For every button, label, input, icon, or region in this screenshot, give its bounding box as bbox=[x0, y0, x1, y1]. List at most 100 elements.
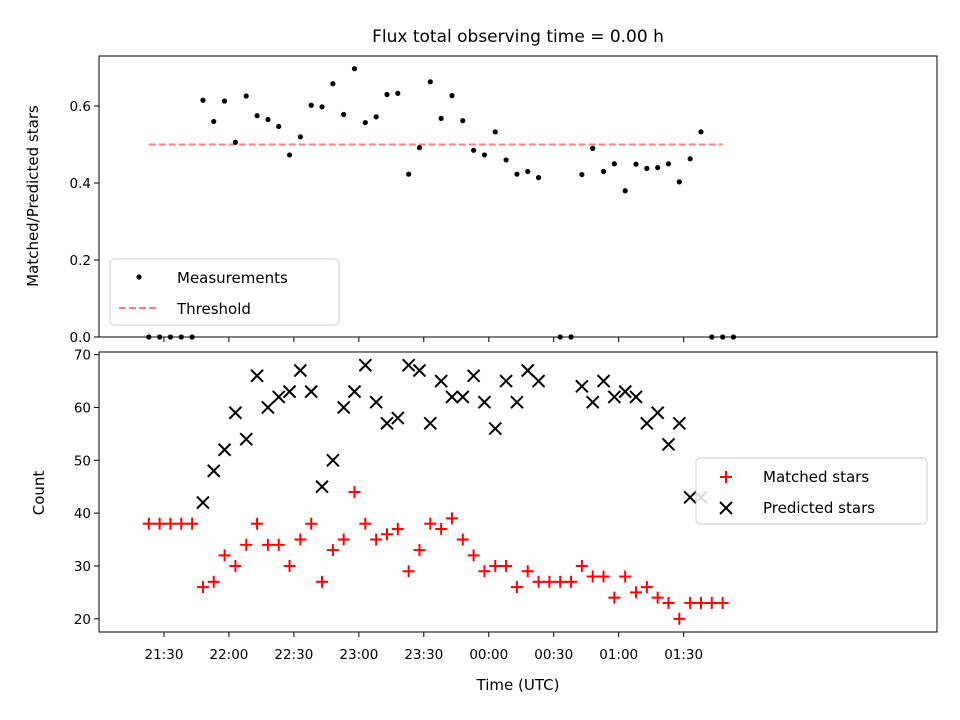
measurement-point bbox=[351, 66, 358, 72]
predicted-star-point bbox=[380, 416, 394, 431]
matched-star-point bbox=[575, 559, 588, 572]
measurement-point bbox=[319, 104, 325, 110]
matched-star-point bbox=[510, 581, 523, 594]
matched-star-point bbox=[142, 517, 155, 530]
x-tick-label: 23:00 bbox=[339, 647, 378, 663]
predicted-star-point bbox=[434, 374, 448, 388]
matched-star-point bbox=[619, 570, 632, 583]
legend-top: Measurements Threshold bbox=[109, 258, 340, 326]
measurement-point bbox=[243, 93, 249, 99]
predicted-star-point bbox=[607, 390, 622, 404]
top-frame bbox=[98, 55, 938, 338]
measurement-point bbox=[676, 179, 682, 185]
matched-star-point bbox=[218, 549, 231, 562]
predicted-star-point bbox=[531, 374, 546, 388]
matched-star-point bbox=[478, 565, 491, 578]
legend-matched-label: Matched stars bbox=[763, 468, 869, 486]
matched-star-point bbox=[694, 596, 707, 609]
bottom-y-tick-label: 50 bbox=[74, 453, 91, 469]
measurement-point bbox=[460, 118, 466, 124]
measurement-point bbox=[265, 116, 271, 123]
matched-star-point bbox=[207, 575, 220, 588]
matched-star-point bbox=[554, 575, 567, 588]
x-tick-label: 23:30 bbox=[404, 647, 443, 663]
predicted-star-point bbox=[228, 406, 243, 420]
x-tick-label: 21:30 bbox=[145, 647, 184, 663]
bottom-y-tick-label: 20 bbox=[74, 612, 91, 628]
legend-threshold-label: Threshold bbox=[176, 300, 251, 318]
matched-star-point bbox=[532, 575, 545, 588]
matched-star-point bbox=[565, 575, 578, 588]
predicted-star-point bbox=[521, 363, 535, 378]
predicted-star-point bbox=[217, 443, 232, 457]
measurement-point bbox=[308, 102, 314, 108]
measurement-point bbox=[481, 152, 488, 158]
count-plot: 20 30 40 50 60 70 21:30 22:00 22:30 23:00 23:30 00:… bbox=[74, 348, 938, 663]
predicted-star-point bbox=[207, 464, 221, 478]
matched-star-point bbox=[186, 517, 199, 530]
matched-star-point bbox=[413, 544, 426, 557]
measurement-point bbox=[427, 79, 433, 85]
measurement-point bbox=[622, 188, 628, 194]
matched-star-point bbox=[294, 533, 307, 546]
matched-star-point bbox=[543, 575, 556, 588]
bottom-data bbox=[142, 358, 729, 625]
measurement-point bbox=[698, 129, 704, 135]
bottom-y-tick-label: 40 bbox=[74, 506, 91, 522]
measurement-point bbox=[406, 171, 412, 177]
measurement-point bbox=[416, 145, 423, 151]
predicted-star-point bbox=[445, 390, 459, 404]
predicted-star-point bbox=[315, 480, 329, 494]
matched-star-point bbox=[630, 586, 643, 599]
x-tick-label: 22:00 bbox=[209, 647, 248, 663]
predicted-star-point bbox=[510, 395, 524, 409]
measurement-point bbox=[525, 168, 531, 175]
matched-star-point bbox=[521, 565, 534, 578]
matched-star-point bbox=[380, 528, 393, 541]
x-tick-label: 22:30 bbox=[274, 647, 313, 663]
predicted-star-point bbox=[272, 390, 286, 404]
measurement-point bbox=[254, 113, 260, 119]
measurement-point bbox=[492, 129, 498, 135]
predicted-star-point bbox=[250, 369, 264, 383]
top-y-tick-label: 0.4 bbox=[70, 176, 91, 192]
predicted-star-point bbox=[650, 406, 665, 420]
predicted-star-point bbox=[499, 374, 513, 388]
predicted-star-point bbox=[423, 416, 438, 431]
predicted-star-point bbox=[661, 437, 676, 452]
predicted-star-point bbox=[488, 421, 502, 436]
top-y-tick-label: 0.6 bbox=[70, 99, 91, 115]
ratio-plot: 0.0 0.2 0.4 0.6 bbox=[70, 55, 938, 346]
predicted-star-point bbox=[618, 384, 632, 399]
measurement-point bbox=[211, 118, 217, 125]
bottom-frame bbox=[98, 351, 938, 633]
measurement-point bbox=[276, 123, 282, 130]
measurement-point bbox=[665, 161, 672, 167]
x-axis-label: Time (UTC) bbox=[476, 676, 560, 694]
measurement-point bbox=[395, 90, 401, 96]
measurement-point bbox=[221, 98, 228, 104]
predicted-star-point bbox=[477, 395, 492, 409]
matched-star-point bbox=[153, 517, 166, 530]
predicted-star-point bbox=[672, 416, 687, 431]
predicted-star-point bbox=[412, 363, 427, 378]
top-y-axis-label: Matched/Predicted stars bbox=[24, 105, 42, 287]
predicted-star-point bbox=[466, 369, 481, 383]
matched-star-point bbox=[597, 570, 610, 583]
predicted-star-point bbox=[282, 384, 297, 399]
matched-star-point bbox=[261, 538, 274, 551]
matched-star-point bbox=[500, 559, 513, 572]
predicted-star-point bbox=[196, 495, 210, 510]
matched-star-point bbox=[435, 522, 448, 535]
predicted-star-point bbox=[347, 384, 362, 399]
measurement-point bbox=[514, 171, 520, 177]
matched-star-point bbox=[272, 538, 285, 551]
x-tick-label: 00:00 bbox=[469, 647, 508, 663]
bottom-y-axis-label: Count bbox=[30, 471, 48, 516]
matched-star-point bbox=[370, 533, 383, 546]
top-y-tick-label: 0.2 bbox=[70, 253, 91, 269]
predicted-star-point bbox=[629, 390, 643, 404]
matched-star-point bbox=[716, 596, 729, 609]
matched-star-point bbox=[391, 522, 404, 535]
